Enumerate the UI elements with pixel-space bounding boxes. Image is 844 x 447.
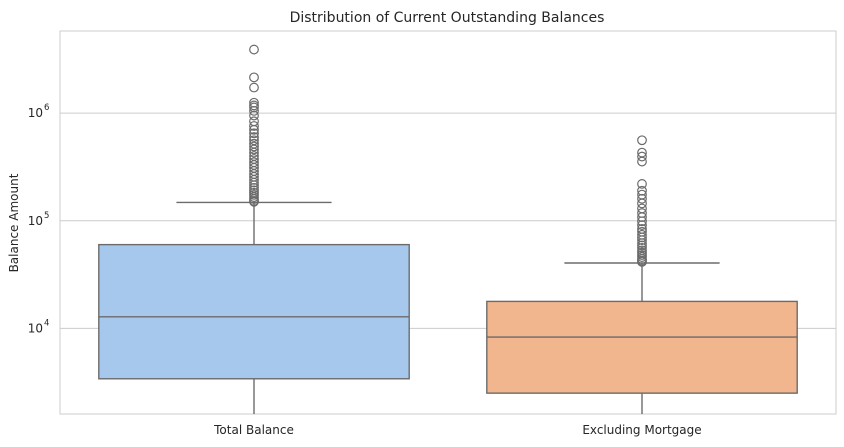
outlier-point xyxy=(249,44,259,55)
chart-title: Distribution of Current Outstanding Bala… xyxy=(290,10,605,26)
outlier-point xyxy=(637,193,647,204)
outlier-point xyxy=(249,121,259,131)
outlier-point xyxy=(637,216,647,227)
y-axis-label: Balance Amount xyxy=(7,173,21,272)
outlier-point xyxy=(637,220,647,231)
outlier-point xyxy=(249,128,259,139)
outlier-point xyxy=(249,147,259,158)
box-iqr xyxy=(98,243,410,380)
outlier-point xyxy=(249,180,259,191)
y-tick-exponent: 4 xyxy=(44,318,49,328)
outlier-point xyxy=(249,132,259,142)
outlier-point xyxy=(637,179,647,189)
outlier-point xyxy=(249,105,259,116)
outlier-point xyxy=(637,240,647,251)
outlier-point xyxy=(249,196,259,207)
outlier-point xyxy=(637,156,647,167)
outlier-point xyxy=(249,110,259,121)
outlier-point xyxy=(249,72,259,83)
outlier-point xyxy=(637,198,647,209)
box-iqr xyxy=(486,300,798,394)
outlier-point xyxy=(637,235,647,246)
outlier-point xyxy=(637,135,647,146)
y-tick-label: 10 xyxy=(28,321,43,335)
x-tick-label: Excluding Mortgage xyxy=(582,423,701,437)
outlier-point xyxy=(249,82,259,93)
outlier-point xyxy=(249,144,259,155)
outlier-point xyxy=(637,151,647,162)
y-tick-exponent: 6 xyxy=(44,103,49,113)
outlier-point xyxy=(249,141,259,152)
outlier-point xyxy=(637,232,647,243)
x-tick-label: Total Balance xyxy=(213,423,294,437)
y-tick-exponent: 5 xyxy=(44,211,49,221)
outlier-point xyxy=(249,177,259,188)
y-tick-label: 10 xyxy=(28,106,43,120)
y-tick-label: 10 xyxy=(28,214,43,228)
outlier-point xyxy=(637,256,647,267)
outlier-point xyxy=(249,124,259,135)
plot-frame xyxy=(59,30,837,415)
